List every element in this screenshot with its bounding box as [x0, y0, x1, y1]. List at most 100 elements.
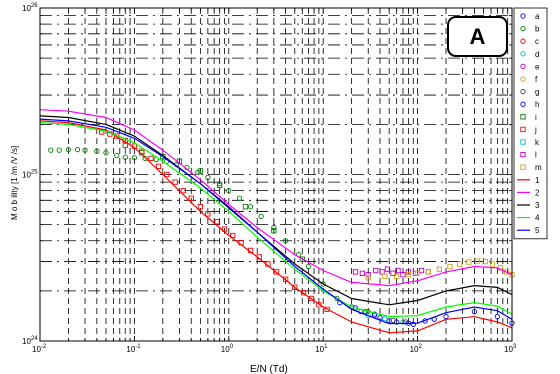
data-point-i — [299, 256, 305, 262]
data-point-j — [197, 204, 204, 210]
data-point-m — [365, 275, 371, 281]
data-point-g — [390, 317, 396, 324]
panel-label: A — [447, 16, 508, 57]
data-point-j — [292, 284, 298, 291]
legend-label-5: 5 — [535, 226, 540, 235]
legend-label-e: e — [535, 62, 540, 71]
y-axis-label: M o b ility [1 /m /V /s] — [10, 146, 19, 220]
legend-swatch-b — [520, 25, 526, 32]
data-point-j — [324, 306, 330, 312]
data-point-b — [205, 174, 211, 181]
legend-swatch-c — [520, 38, 526, 44]
data-point-b — [320, 281, 326, 287]
data-point-h — [410, 321, 416, 327]
data-point-l — [359, 270, 366, 276]
data-point-j — [172, 179, 178, 185]
data-point-b — [282, 238, 289, 244]
data-point-l — [418, 267, 425, 274]
data-point-l — [384, 266, 391, 272]
data-point-j — [214, 219, 220, 225]
legend-swatch-d — [520, 51, 526, 57]
legend-label-f: f — [535, 75, 538, 84]
data-point-m — [447, 263, 453, 270]
data-point-m — [466, 259, 472, 265]
data-point-b — [305, 263, 312, 270]
y-tick-label: 1026 — [22, 3, 38, 13]
legend-label-3: 3 — [535, 201, 540, 210]
data-point-l — [405, 269, 412, 275]
series-line-2 — [39, 109, 513, 287]
legend-swatch-e — [520, 63, 526, 70]
data-point-m — [382, 273, 388, 279]
grid-lines — [40, 8, 512, 342]
data-point-l — [395, 267, 401, 274]
data-point-m — [394, 273, 400, 279]
axis-ticks: 10-2 10-1 100 101 102 103 1024 1025 1026 — [22, 3, 517, 354]
data-point-b — [114, 152, 120, 159]
series-line-1 — [39, 120, 513, 334]
data-point-j — [139, 148, 145, 154]
data-point-j — [205, 211, 211, 217]
data-point-j — [316, 302, 322, 308]
data-point-i — [217, 182, 223, 189]
legend-label-d: d — [535, 50, 539, 59]
data-point-j — [148, 155, 154, 162]
data-point-b — [334, 295, 340, 302]
x-tick-label: 103 — [504, 344, 517, 354]
series-line-5 — [39, 118, 513, 325]
legend-swatch-g — [520, 88, 526, 95]
legend-label-a: a — [535, 12, 540, 21]
legend-label-m: m — [535, 163, 542, 172]
data-point-d — [365, 312, 371, 319]
data-point-b — [74, 147, 81, 153]
data-point-m — [474, 258, 481, 264]
data-point-d — [400, 319, 406, 325]
data-point-b — [131, 155, 138, 161]
legend-label-4: 4 — [535, 214, 540, 223]
data-point-b — [94, 148, 100, 154]
data-point-m — [425, 269, 432, 275]
legend-swatch-l — [520, 151, 526, 158]
x-tick-label: 101 — [315, 344, 328, 354]
data-point-m — [482, 258, 488, 265]
legend-swatch-j — [520, 126, 526, 133]
legend-label-j: j — [534, 125, 537, 134]
data-point-j — [164, 171, 170, 178]
data-point-d — [382, 316, 388, 322]
data-point-b — [247, 204, 254, 210]
data-point-i — [242, 204, 249, 210]
data-point-j — [300, 290, 307, 296]
data-point-b — [226, 187, 232, 194]
data-point-j — [188, 195, 194, 201]
data-point-b — [271, 224, 277, 231]
data-point-l — [400, 272, 406, 278]
data-point-m — [489, 261, 496, 267]
data-point-l — [373, 267, 379, 274]
series-layer — [39, 109, 515, 334]
legend-label-2: 2 — [535, 188, 540, 197]
legend-swatch-i — [520, 114, 526, 120]
data-point-b — [48, 147, 54, 153]
data-point-j — [155, 163, 162, 169]
data-point-i — [197, 168, 204, 174]
legend-box — [513, 7, 548, 240]
legend-swatch-f — [520, 76, 526, 82]
data-point-j — [99, 129, 105, 135]
data-point-b — [258, 213, 264, 220]
data-point-l — [379, 269, 385, 275]
data-point-b — [82, 147, 88, 153]
data-point-b — [142, 155, 148, 162]
legend-label-l: l — [535, 151, 537, 160]
data-point-l — [365, 272, 371, 278]
data-point-a — [494, 314, 501, 320]
legend-label-h: h — [535, 100, 539, 109]
data-point-g — [403, 319, 409, 325]
legend-label-c: c — [535, 37, 539, 46]
y-tick-label: 1024 — [22, 336, 38, 346]
data-point-i — [271, 228, 277, 234]
data-point-j — [308, 295, 315, 302]
x-axis-label: E/N (Td) — [250, 364, 288, 374]
legend-swatch-m — [520, 164, 526, 170]
